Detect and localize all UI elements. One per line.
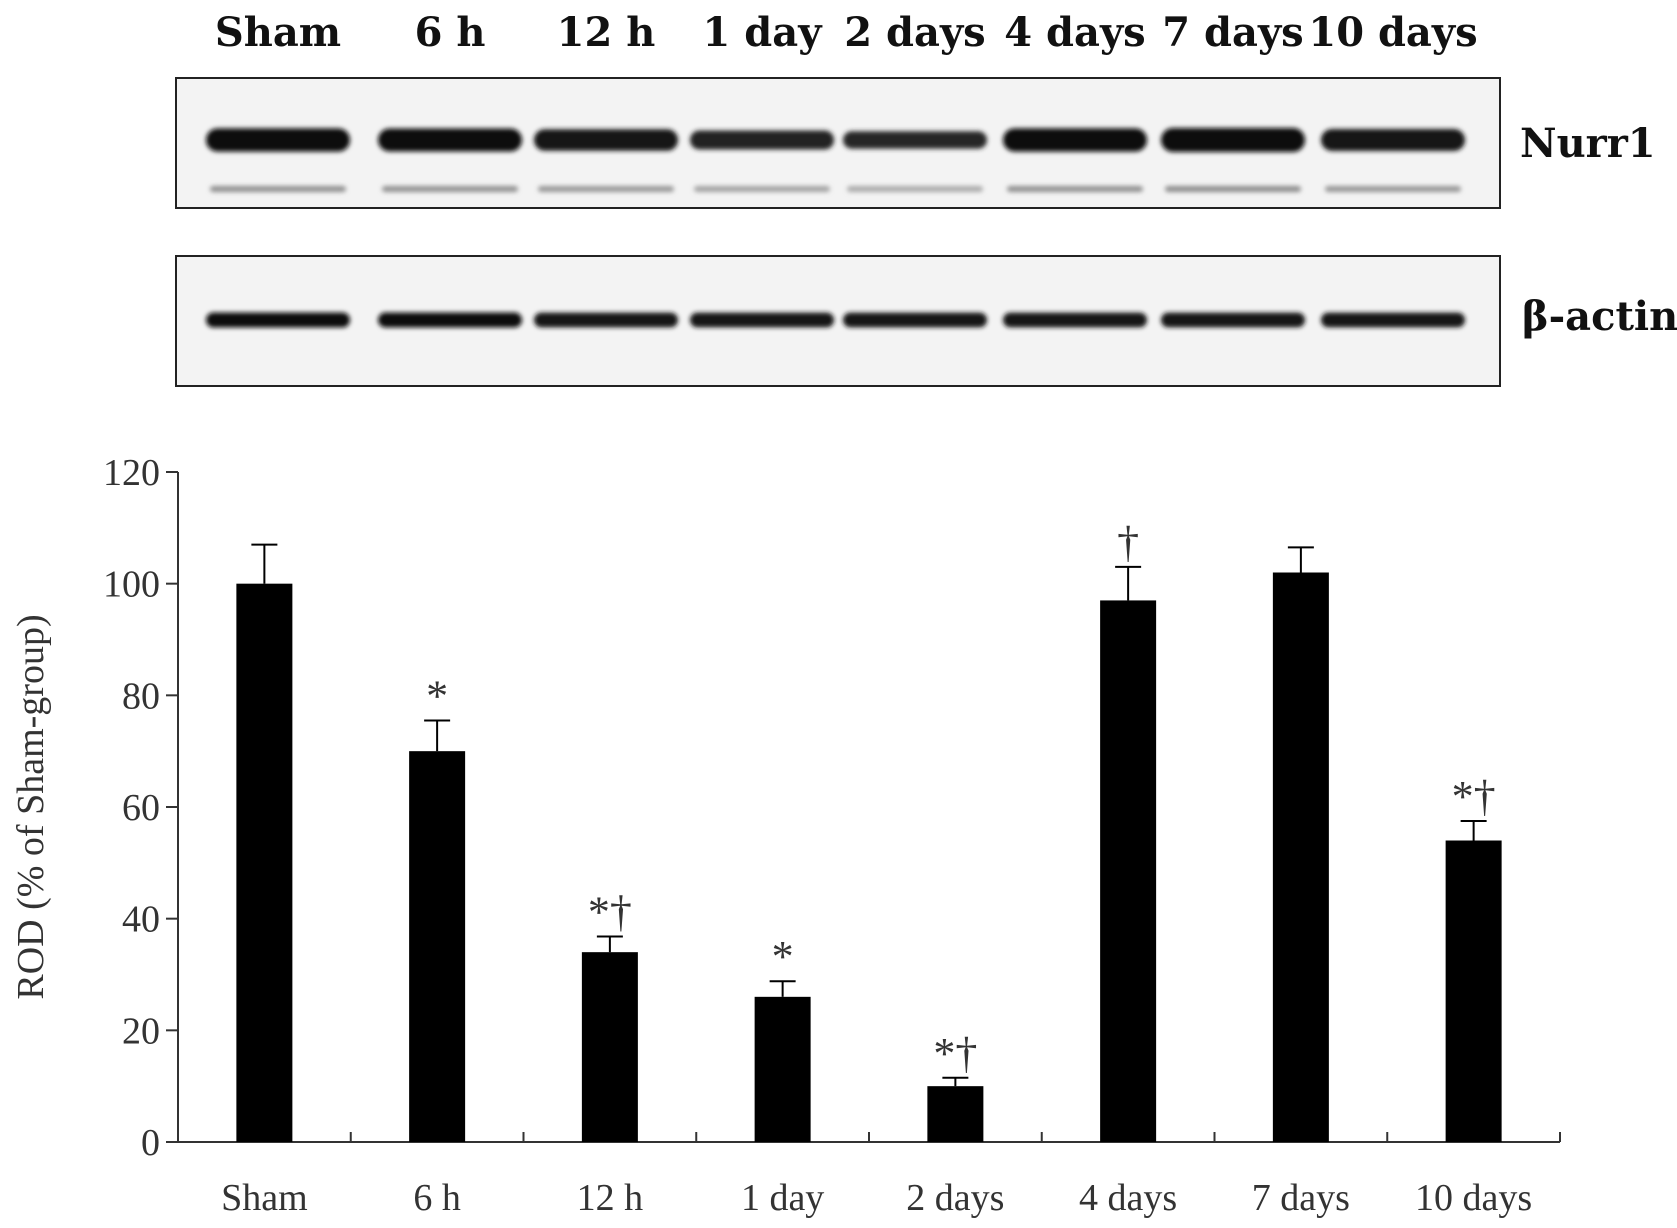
significance-marker: * bbox=[772, 932, 794, 981]
bar bbox=[927, 1086, 983, 1142]
blot-band bbox=[1003, 313, 1147, 328]
bar bbox=[755, 997, 811, 1142]
x-ticks: Sham 6 h 12 h 1 day 2 days 4 days 7 days 10 day… bbox=[221, 1132, 1560, 1219]
blot-lane-label: Sham bbox=[215, 9, 341, 56]
y-tick-label: 60 bbox=[122, 787, 160, 829]
significance-marker: † bbox=[1117, 518, 1139, 567]
blot-faint-band bbox=[538, 186, 674, 192]
blot-band bbox=[534, 129, 678, 151]
significance-marker: * bbox=[426, 671, 448, 720]
y-ticks: 0 20 40 60 80 100 120 bbox=[103, 452, 178, 1164]
nurr1-row-label: Nurr1 bbox=[1520, 120, 1656, 167]
y-axis-label: ROD (% of Sham-group) bbox=[10, 614, 52, 999]
blot-band bbox=[1321, 129, 1465, 151]
blot-faint-band bbox=[210, 186, 346, 192]
blot-faint-band bbox=[847, 186, 983, 192]
x-tick-label: Sham bbox=[221, 1177, 308, 1219]
bars bbox=[236, 573, 1501, 1143]
blot-band bbox=[378, 129, 522, 152]
blot-lane-label: 1 day bbox=[703, 9, 824, 56]
blot-band bbox=[1161, 313, 1305, 328]
blot-lane-label: 4 days bbox=[1004, 9, 1145, 56]
x-tick-label: 4 days bbox=[1079, 1177, 1177, 1219]
bar bbox=[1100, 600, 1156, 1142]
blot-lane-labels: Sham 6 h 12 h 1 day 2 days 4 days 7 days 10 day… bbox=[215, 9, 1478, 56]
x-tick-label: 1 day bbox=[741, 1177, 824, 1219]
x-tick-label: 2 days bbox=[906, 1177, 1004, 1219]
blot-band bbox=[206, 312, 350, 327]
blot-band bbox=[378, 313, 522, 328]
blot-faint-band bbox=[1325, 186, 1461, 192]
blot-band bbox=[843, 313, 987, 328]
blot-band bbox=[1321, 313, 1465, 328]
bar bbox=[1273, 573, 1329, 1143]
blot-lane-label: 10 days bbox=[1308, 9, 1477, 56]
blot-band bbox=[534, 313, 678, 328]
bar bbox=[409, 751, 465, 1142]
x-tick-label: 7 days bbox=[1252, 1177, 1350, 1219]
blot-lane-label: 7 days bbox=[1162, 9, 1303, 56]
x-tick-label: 6 h bbox=[413, 1177, 461, 1219]
significance-marker: *† bbox=[588, 888, 632, 937]
x-tick-label: 12 h bbox=[577, 1177, 644, 1219]
blot-lane-label: 12 h bbox=[557, 9, 656, 56]
y-tick-label: 120 bbox=[103, 452, 160, 494]
blot-lane-label: 2 days bbox=[844, 9, 985, 56]
blot-band bbox=[843, 131, 987, 148]
y-tick-label: 80 bbox=[122, 675, 160, 717]
blot-band bbox=[690, 131, 834, 150]
blot-band bbox=[690, 313, 834, 328]
bar bbox=[582, 952, 638, 1142]
y-tick-label: 20 bbox=[122, 1010, 160, 1052]
blot-faint-band bbox=[382, 186, 518, 192]
blot-band bbox=[206, 128, 350, 151]
y-tick-label: 0 bbox=[141, 1122, 160, 1164]
significance-marker: *† bbox=[933, 1029, 977, 1078]
bar bbox=[236, 584, 292, 1142]
x-tick-label: 10 days bbox=[1415, 1177, 1532, 1219]
blot-band bbox=[1161, 128, 1305, 152]
blot-lane-label: 6 h bbox=[415, 9, 486, 56]
blot-faint-band bbox=[1007, 186, 1143, 192]
actin-row-label: β-actin bbox=[1522, 293, 1677, 340]
bar bbox=[1446, 841, 1502, 1143]
y-tick-label: 40 bbox=[122, 899, 160, 941]
significance-marker: *† bbox=[1452, 772, 1496, 821]
blot-faint-band bbox=[694, 186, 830, 192]
blot-faint-band bbox=[1165, 186, 1301, 192]
blot-band bbox=[1003, 128, 1147, 151]
y-tick-label: 100 bbox=[103, 564, 160, 606]
bar-chart: 0 20 40 60 80 100 120 Sham 6 h 12 h 1 day 2 days 4 … bbox=[10, 452, 1560, 1219]
